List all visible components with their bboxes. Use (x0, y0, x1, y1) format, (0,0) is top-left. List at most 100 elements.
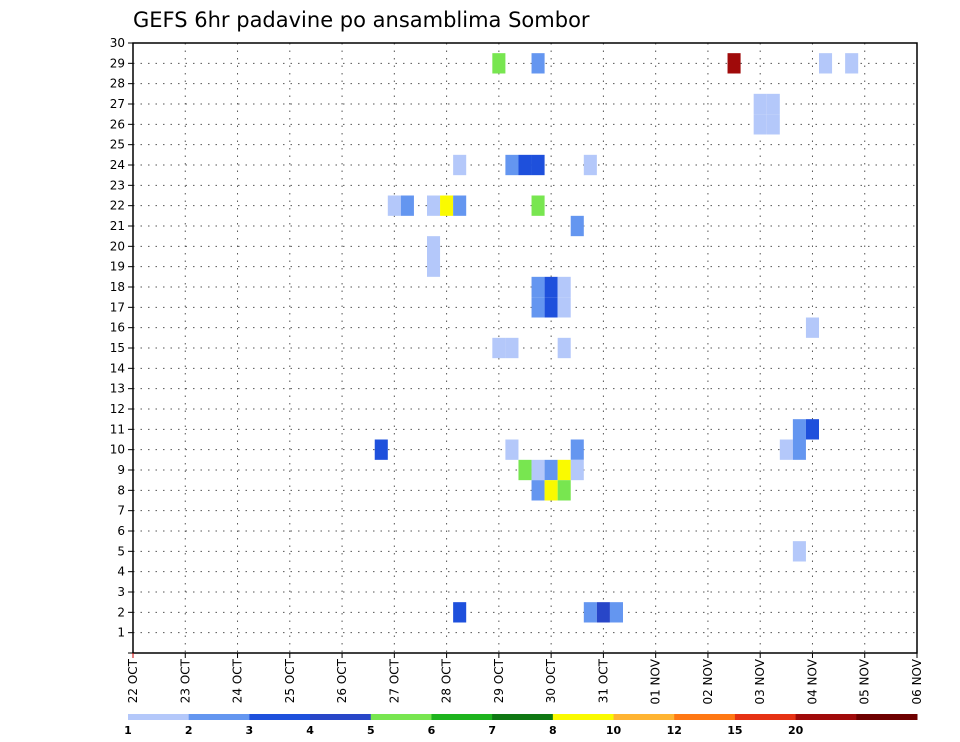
heatmap-cell (531, 195, 545, 216)
heatmap-cell (557, 276, 571, 298)
heatmap-cell (779, 439, 793, 460)
colorbar-swatch (795, 714, 857, 720)
heatmap-cell (570, 459, 584, 481)
x-tick-label: 03 NOV (753, 658, 767, 704)
heatmap-cell (805, 317, 819, 338)
heatmap-cell (518, 459, 532, 481)
heatmap-cell (387, 195, 401, 216)
heatmap-cell (557, 459, 571, 481)
heatmap-cell (453, 154, 467, 176)
y-tick-label: 23 (110, 178, 125, 192)
heatmap-cell (492, 53, 506, 74)
y-tick-label: 16 (110, 321, 125, 335)
colorbar-swatch (310, 714, 372, 720)
chart-title: GEFS 6hr padavine po ansamblima Sombor (133, 8, 590, 32)
heatmap-cell (505, 439, 519, 460)
y-tick-label: 29 (110, 56, 125, 70)
y-tick-label: 19 (110, 260, 125, 274)
x-tick-label: 05 NOV (858, 658, 872, 704)
y-tick-label: 4 (117, 565, 125, 579)
y-tick-label: 7 (117, 504, 125, 518)
y-tick-label: 14 (110, 361, 125, 375)
heatmap-cell (531, 276, 545, 298)
heatmap-cell (505, 154, 519, 176)
y-tick-label: 26 (110, 117, 125, 131)
heatmap-cell (596, 602, 610, 623)
colorbar-label: 12 (667, 724, 682, 737)
y-tick-label: 25 (110, 138, 125, 152)
colorbar-label: 8 (549, 724, 557, 737)
colorbar-swatch (370, 714, 432, 720)
x-tick-label: 29 OCT (492, 658, 506, 703)
colorbar-swatch (431, 714, 493, 720)
y-tick-label: 10 (110, 443, 125, 457)
heatmap-cell (557, 297, 571, 318)
heatmap-cell (531, 53, 545, 74)
x-tick-label: 30 OCT (544, 658, 558, 703)
heatmap-cell (544, 480, 558, 501)
heatmap-cell (453, 195, 467, 216)
colorbar-label: 1 (124, 724, 132, 737)
heatmap-cell (753, 93, 767, 115)
colorbar-swatch (492, 714, 554, 720)
heatmap-cell (753, 114, 767, 135)
heatmap-cell (583, 154, 597, 176)
colorbar-swatch (249, 714, 311, 720)
y-tick-label: 20 (110, 239, 125, 253)
heatmap-cell (492, 337, 506, 359)
y-tick-label: 27 (110, 97, 125, 111)
heatmap-cell (440, 195, 454, 216)
y-axis: 1234567891011121314151617181920212223242… (110, 36, 133, 654)
colorbar-swatch (674, 714, 736, 720)
x-axis: 22 OCT 23 OCT 24 OCT 25 OCT 26 OCT 27 OCT 28 O… (126, 653, 924, 705)
heatmap-cell (845, 53, 859, 74)
colorbar-swatch (734, 714, 797, 720)
y-tick-label: 3 (117, 585, 125, 599)
colorbar-label: 20 (788, 724, 804, 737)
heatmap-cell (727, 53, 741, 74)
x-tick-label: 23 OCT (178, 658, 192, 703)
colorbar-swatch (856, 714, 918, 720)
y-tick-label: 18 (110, 280, 125, 294)
heatmap-cell (427, 256, 441, 277)
heatmap-cell (531, 154, 545, 176)
colorbar-swatch (128, 714, 190, 720)
x-tick-label: 24 OCT (231, 658, 245, 703)
heatmap-cell (505, 337, 519, 359)
y-tick-label: 12 (110, 402, 125, 416)
heatmap-cell (531, 480, 545, 501)
colorbar-label: 15 (727, 724, 742, 737)
x-tick-label: 04 NOV (805, 658, 819, 704)
colorbar-legend: 1 2 3 4 5 6 7 8 10 12 15 20 (124, 714, 918, 737)
colorbar-label: 6 (428, 724, 436, 737)
heatmap-cell (544, 297, 558, 318)
heatmap-cell (400, 195, 414, 216)
heatmap-cell (544, 459, 558, 481)
heatmap-cell (557, 480, 571, 501)
y-tick-label: 2 (117, 605, 125, 619)
x-tick-label: 25 OCT (283, 658, 297, 703)
x-tick-label: 27 OCT (387, 658, 401, 703)
heatmap-cell (792, 541, 806, 562)
y-tick-label: 6 (117, 524, 125, 538)
y-tick-label: 21 (110, 219, 125, 233)
x-tick-label: 31 OCT (596, 658, 610, 703)
y-tick-label: 5 (117, 544, 125, 558)
x-tick-label: 26 OCT (335, 658, 349, 703)
x-tick-label: 02 NOV (701, 658, 715, 704)
heatmap-cells (374, 53, 859, 623)
x-tick-label: 01 NOV (649, 658, 663, 704)
colorbar-label: 3 (246, 724, 254, 737)
heatmap-cell (518, 154, 532, 176)
heatmap-cell (792, 419, 806, 440)
heatmap-cell (609, 602, 623, 623)
x-tick-label: 22 OCT (126, 658, 140, 703)
y-tick-label: 8 (117, 483, 125, 497)
heatmap-cell (531, 459, 545, 481)
x-tick-label: 28 OCT (440, 658, 454, 703)
y-tick-label: 15 (110, 341, 125, 355)
colorbar-swatch (552, 714, 615, 720)
heatmap-cell (583, 602, 597, 623)
colorbar-swatch (188, 714, 250, 720)
